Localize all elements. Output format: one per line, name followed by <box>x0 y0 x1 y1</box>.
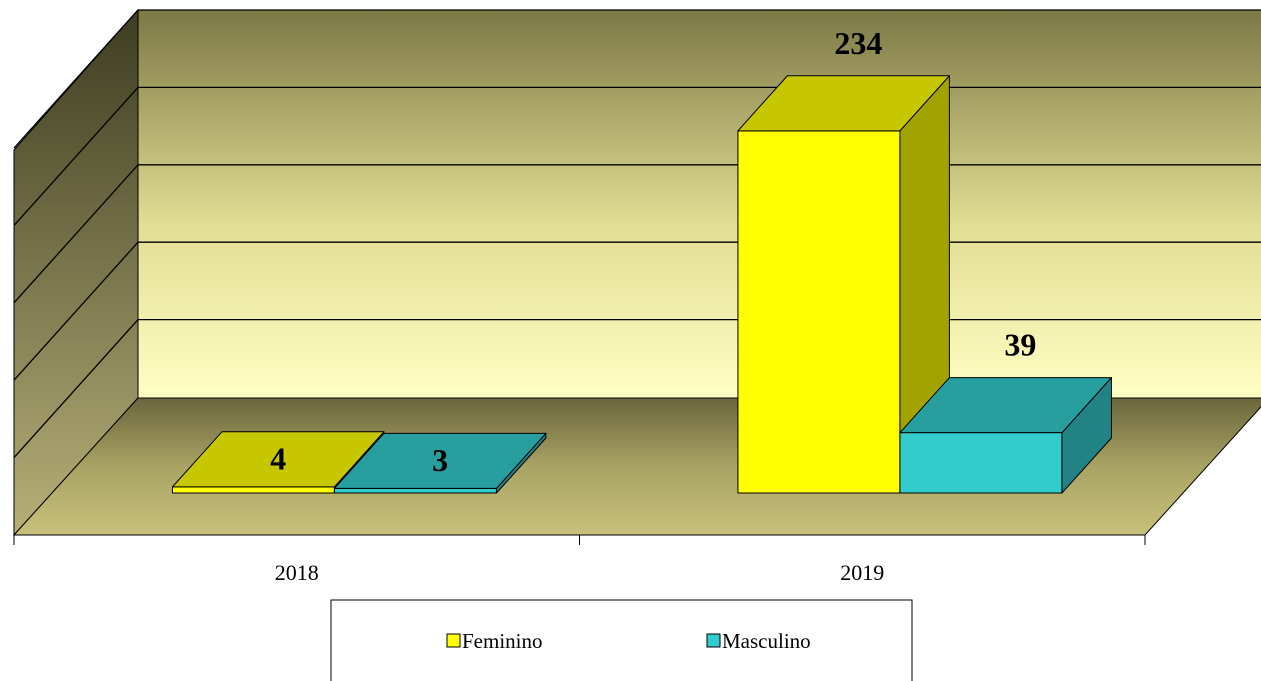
bar-top <box>737 75 950 132</box>
legend-label: Masculino <box>722 629 811 653</box>
grid-line <box>13 319 139 459</box>
bar-front <box>171 486 335 494</box>
grid-line <box>13 164 139 304</box>
bar-top <box>899 377 1112 434</box>
bar-front <box>333 487 497 494</box>
bar-top <box>333 432 547 489</box>
grid <box>13 9 1261 459</box>
back-wall <box>138 10 1261 398</box>
legend-label: Feminino <box>462 629 543 653</box>
value-label: 39 <box>1004 327 1036 363</box>
grid-line <box>13 86 139 226</box>
bars <box>171 75 1112 494</box>
bar-front <box>899 432 1063 494</box>
value-label: 234 <box>834 25 882 61</box>
bar-front <box>737 130 901 494</box>
labels: 2018 2019 4 3 234 39 <box>13 25 1146 585</box>
grid-line <box>13 9 139 149</box>
x-tick-label: 2018 <box>275 560 319 585</box>
grid-line <box>13 241 139 381</box>
legend-swatch <box>706 633 721 648</box>
legend-box <box>330 599 913 681</box>
legend: Feminino Masculino <box>446 629 811 653</box>
x-tick-label: 2019 <box>840 560 884 585</box>
bar-top <box>171 431 385 488</box>
value-label: 3 <box>432 442 448 478</box>
value-label: 4 <box>270 440 286 476</box>
legend-swatch <box>446 633 461 648</box>
